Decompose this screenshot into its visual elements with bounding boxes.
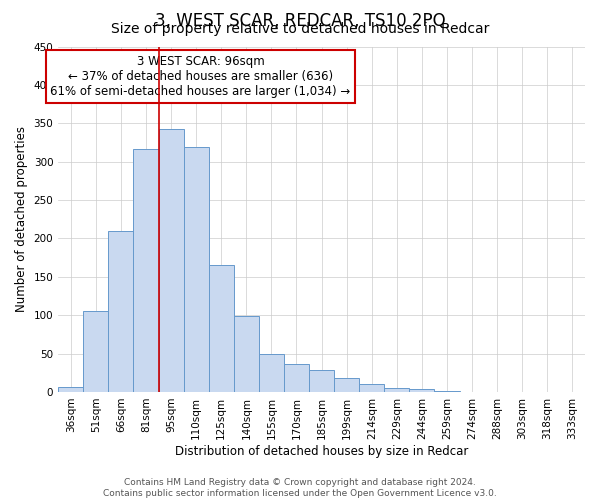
Bar [409, 389, 434, 392]
Y-axis label: Number of detached properties: Number of detached properties [15, 126, 28, 312]
Text: 3 WEST SCAR: 96sqm
← 37% of detached houses are smaller (636)
61% of semi-detach: 3 WEST SCAR: 96sqm ← 37% of detached hou… [50, 55, 350, 98]
Bar [309, 370, 334, 392]
Bar [259, 354, 284, 392]
Bar [109, 230, 133, 392]
Text: Size of property relative to detached houses in Redcar: Size of property relative to detached ho… [111, 22, 489, 36]
Bar [133, 148, 158, 392]
Bar [58, 386, 83, 392]
X-axis label: Distribution of detached houses by size in Redcar: Distribution of detached houses by size … [175, 444, 468, 458]
Bar [158, 128, 184, 392]
Bar [83, 310, 109, 392]
Bar [385, 388, 409, 392]
Bar [334, 378, 359, 392]
Text: 3, WEST SCAR, REDCAR, TS10 2PQ: 3, WEST SCAR, REDCAR, TS10 2PQ [155, 12, 445, 30]
Text: Contains HM Land Registry data © Crown copyright and database right 2024.
Contai: Contains HM Land Registry data © Crown c… [103, 478, 497, 498]
Bar [284, 364, 309, 392]
Bar [209, 266, 234, 392]
Bar [184, 147, 209, 392]
Bar [434, 391, 460, 392]
Bar [359, 384, 385, 392]
Bar [234, 316, 259, 392]
